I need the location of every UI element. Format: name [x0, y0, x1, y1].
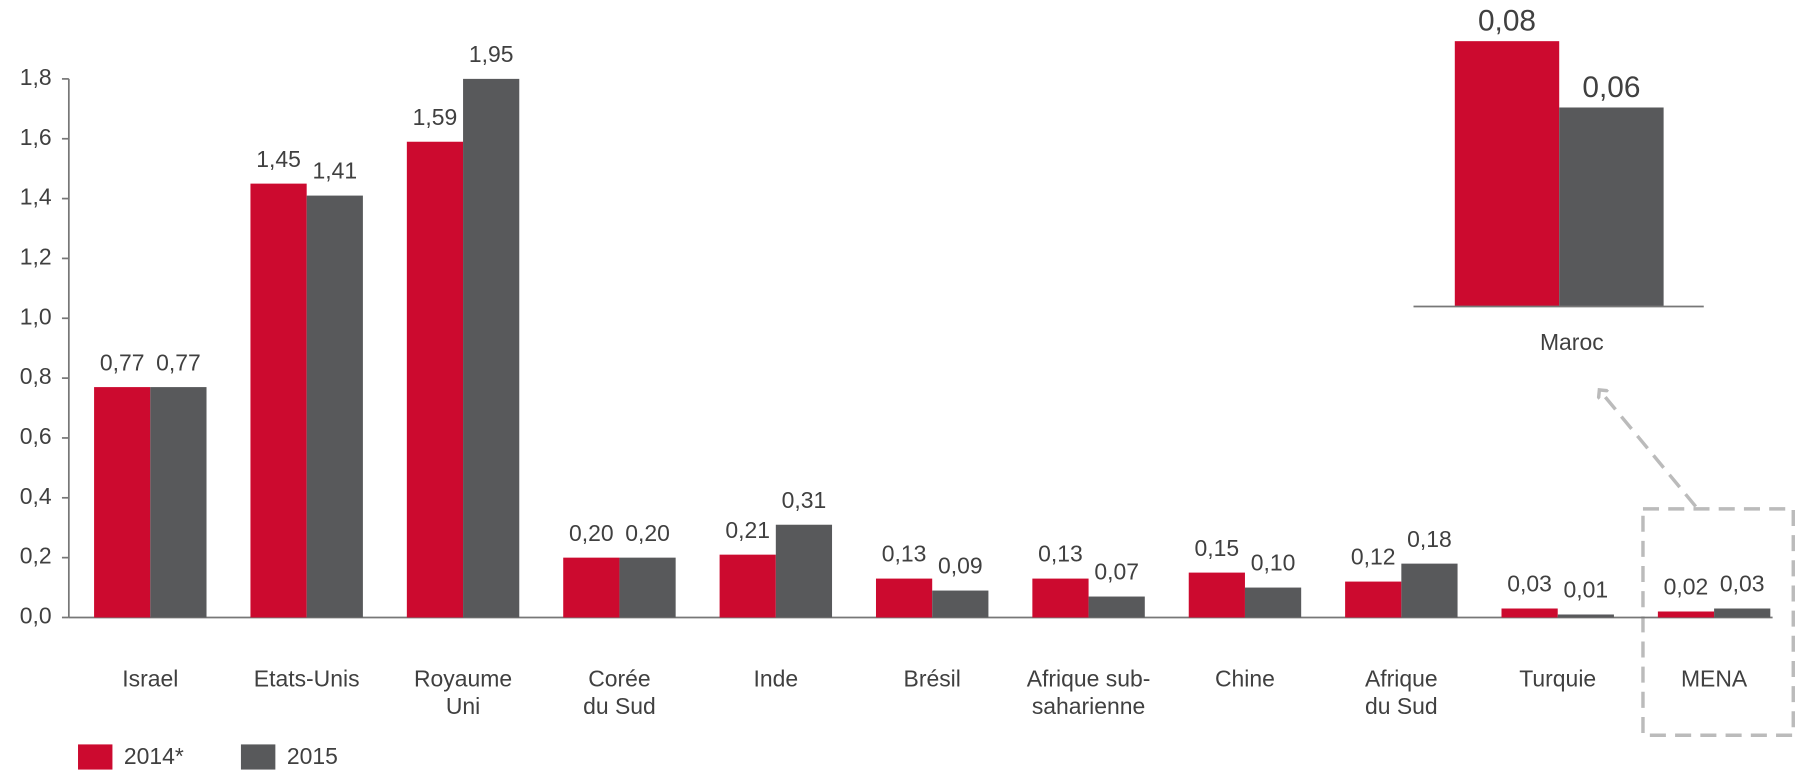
x-tick-label: Corée du Sud — [583, 665, 656, 718]
highlight-box — [1641, 507, 1795, 737]
y-tick-label: 0,2 — [20, 543, 52, 569]
value-label: 0,20 — [569, 520, 614, 546]
value-label: 0,07 — [1094, 559, 1139, 585]
inset-value-label: 0,08 — [1478, 5, 1536, 38]
value-label: 0,12 — [1351, 544, 1396, 570]
value-label: 0,15 — [1195, 535, 1240, 561]
value-label: 0,10 — [1251, 550, 1296, 576]
value-label: 0,31 — [782, 487, 827, 513]
zoom-arrow — [1599, 390, 1698, 508]
bar — [250, 183, 307, 618]
bar — [406, 141, 464, 618]
inset-chart: 0,08 0,06 Maroc — [1413, 5, 1704, 355]
bar — [1657, 611, 1715, 618]
bars — [94, 78, 1771, 618]
inset-bar — [1559, 107, 1664, 307]
bar — [463, 78, 520, 618]
value-label: 0,03 — [1720, 571, 1765, 597]
bar — [875, 578, 933, 618]
y-tick-label: 1,4 — [20, 184, 52, 210]
y-tick-label: 0,8 — [20, 363, 52, 389]
inset-category-label: Maroc — [1540, 329, 1604, 355]
y-tick-label: 0,6 — [20, 423, 52, 449]
value-label: 1,59 — [413, 104, 458, 130]
bar — [563, 557, 620, 618]
value-label: 0,01 — [1564, 577, 1609, 603]
bar — [1401, 563, 1458, 618]
value-label: 1,45 — [256, 146, 301, 172]
bar — [1501, 608, 1558, 618]
y-tick-label: 0,4 — [20, 483, 52, 509]
x-tick-label: Turquie — [1519, 665, 1596, 691]
bar — [1345, 581, 1402, 618]
bar — [306, 195, 363, 618]
x-tick-label: Brésil — [904, 665, 961, 691]
x-tick-label: Afrique du Sud — [1365, 665, 1438, 718]
bar — [1714, 608, 1771, 618]
bar — [775, 524, 833, 618]
x-tick-label: Afrique sub-saharienne — [1027, 665, 1151, 718]
value-label: 0,20 — [625, 520, 670, 546]
x-tick-label: MENA — [1681, 665, 1748, 691]
bar — [719, 554, 776, 618]
value-label: 0,77 — [100, 349, 145, 375]
x-tick-label: Inde — [754, 665, 799, 691]
value-label: 1,41 — [312, 158, 357, 184]
bar — [932, 590, 989, 618]
bar — [94, 387, 151, 618]
y-tick-label: 0,0 — [20, 603, 52, 629]
value-label: 0,02 — [1664, 574, 1709, 600]
bar — [619, 557, 676, 618]
bar — [1088, 596, 1145, 618]
value-label: 0,18 — [1407, 526, 1452, 552]
x-tick-label: Chine — [1215, 665, 1275, 691]
value-label: 0,13 — [1038, 541, 1083, 567]
legend-label: 2015 — [287, 743, 338, 769]
value-label: 0,13 — [882, 541, 927, 567]
value-label: 0,77 — [156, 349, 201, 375]
bar — [1032, 578, 1089, 618]
x-tick-label: Israel — [122, 665, 178, 691]
inset-bar — [1454, 41, 1560, 307]
bar — [1188, 572, 1245, 618]
legend-label: 2014* — [124, 743, 184, 769]
legend-swatch — [240, 744, 276, 770]
bar — [150, 387, 207, 618]
y-tick-label: 1,2 — [20, 244, 52, 270]
main-chart: 0,0 0,2 0,4 0,6 0,8 1,0 1,2 1,4 1,6 1,8 Israel 0,77… — [20, 41, 1773, 770]
value-label: 1,95 — [469, 41, 514, 67]
y-tick-label: 1,0 — [20, 303, 52, 329]
y-tick-label: 1,6 — [20, 124, 52, 150]
x-tick-label: Etats-Unis — [254, 665, 360, 691]
bar — [1244, 587, 1302, 618]
value-label: 0,21 — [725, 517, 770, 543]
y-tick-label: 1,8 — [20, 64, 52, 90]
bar — [1557, 614, 1614, 618]
value-label: 0,09 — [938, 553, 983, 579]
legend-swatch — [78, 744, 113, 770]
value-label: 0,03 — [1507, 571, 1552, 597]
inset-value-label: 0,06 — [1582, 71, 1640, 104]
x-tick-label: Royaume Uni — [414, 665, 512, 718]
